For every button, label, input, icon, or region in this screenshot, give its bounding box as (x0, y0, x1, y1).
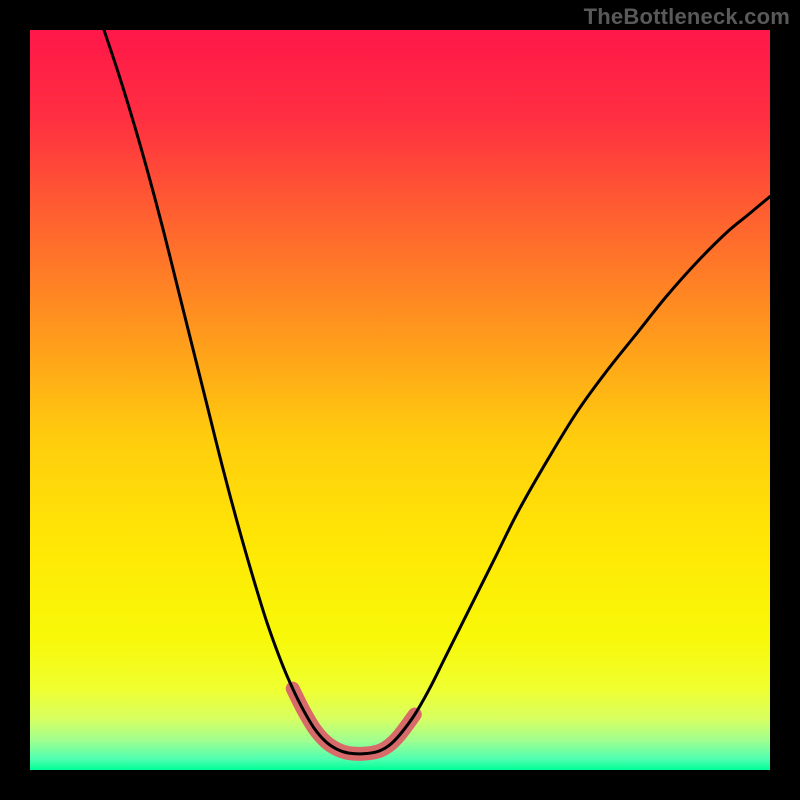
plot-area (30, 30, 770, 770)
gradient-background (30, 30, 770, 770)
bottleneck-curve-chart (30, 30, 770, 770)
chart-container: TheBottleneck.com (0, 0, 800, 800)
watermark-text: TheBottleneck.com (584, 4, 790, 30)
